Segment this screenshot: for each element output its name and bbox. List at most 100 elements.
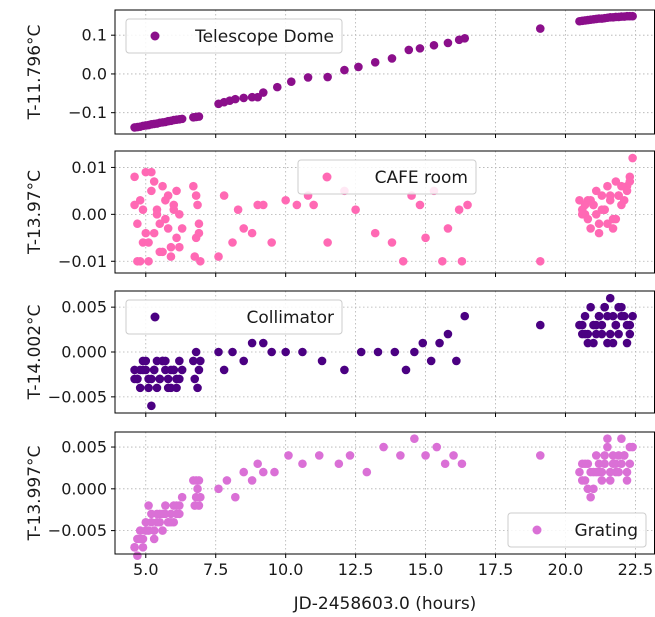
- data-point: [608, 338, 618, 348]
- data-point: [158, 509, 167, 519]
- legend-marker: [150, 312, 160, 322]
- x-tick-label: 20.0: [548, 560, 584, 579]
- data-point: [603, 181, 612, 191]
- x-tick-label: 5.0: [133, 560, 158, 579]
- x-tick-label: 15.0: [408, 560, 444, 579]
- data-point: [149, 365, 159, 375]
- data-point: [334, 459, 344, 469]
- legend: Telescope Dome: [125, 18, 343, 54]
- data-point: [628, 11, 637, 21]
- data-point: [152, 210, 162, 219]
- data-point: [177, 492, 187, 502]
- data-point: [239, 224, 249, 233]
- data-point: [586, 195, 595, 205]
- data-point: [135, 534, 145, 544]
- data-point: [253, 459, 262, 469]
- data-point: [193, 383, 202, 393]
- data-point: [191, 191, 201, 200]
- data-point: [144, 383, 153, 393]
- data-point: [138, 356, 148, 366]
- data-point: [614, 191, 623, 200]
- data-point: [172, 233, 181, 243]
- data-point: [457, 459, 467, 469]
- data-point: [628, 153, 637, 163]
- data-point: [401, 365, 411, 375]
- data-point: [228, 238, 237, 247]
- data-point: [191, 347, 201, 357]
- data-point: [194, 365, 204, 375]
- data-point: [281, 347, 290, 357]
- y-axis-label: T-13.997°C: [25, 446, 45, 542]
- data-point: [443, 38, 453, 48]
- y-tick-label: 0.005: [61, 438, 107, 457]
- data-point: [194, 228, 204, 238]
- data-point: [379, 442, 388, 452]
- data-point: [426, 356, 436, 366]
- data-point: [228, 347, 237, 357]
- data-point: [421, 451, 430, 460]
- data-point: [130, 200, 139, 210]
- data-point: [589, 338, 598, 348]
- data-point: [177, 114, 187, 124]
- data-point: [130, 374, 139, 384]
- data-point: [163, 383, 173, 393]
- data-point: [141, 526, 151, 535]
- data-point: [267, 347, 276, 357]
- x-tick-label: 10.0: [268, 560, 304, 579]
- data-point: [611, 320, 621, 330]
- y-tick-label: 0.000: [61, 479, 107, 498]
- data-point: [189, 356, 198, 366]
- data-point: [231, 94, 240, 104]
- data-point: [580, 329, 590, 339]
- legend: Grating: [507, 512, 647, 548]
- data-point: [239, 356, 249, 366]
- data-point: [452, 356, 461, 366]
- y-tick-label: 0.00: [71, 205, 107, 224]
- data-point: [460, 311, 470, 321]
- data-point: [196, 256, 205, 266]
- data-point: [177, 224, 187, 233]
- data-point: [398, 256, 408, 266]
- data-point: [580, 311, 590, 321]
- data-point: [340, 65, 349, 75]
- data-point: [594, 459, 604, 469]
- data-point: [614, 302, 623, 312]
- data-point: [258, 200, 268, 210]
- data-point: [147, 167, 156, 177]
- data-point: [163, 224, 173, 233]
- data-point: [340, 365, 349, 375]
- data-point: [149, 526, 159, 535]
- data-point: [169, 501, 179, 510]
- data-point: [625, 177, 635, 186]
- y-axis-label: T-13.97°C: [25, 170, 45, 255]
- data-point: [583, 484, 593, 494]
- data-point: [214, 252, 223, 261]
- x-axis-label: JD-2458603.0 (hours): [293, 594, 477, 614]
- data-point: [586, 224, 595, 233]
- data-point: [314, 451, 324, 460]
- data-point: [460, 33, 470, 43]
- legend-label: Collimator: [247, 308, 334, 328]
- data-point: [158, 526, 167, 535]
- data-point: [163, 374, 173, 384]
- y-axis-label: T-11.796°C: [25, 25, 45, 121]
- data-point: [594, 219, 604, 229]
- data-point: [239, 93, 249, 103]
- data-point: [194, 501, 204, 510]
- data-point: [169, 365, 179, 375]
- data-point: [435, 338, 444, 348]
- data-point: [597, 205, 607, 214]
- data-point: [535, 320, 545, 330]
- data-point: [362, 467, 372, 477]
- data-point: [622, 476, 632, 485]
- data-point: [449, 451, 458, 460]
- data-point: [415, 44, 425, 53]
- data-point: [535, 451, 545, 460]
- data-point: [175, 242, 184, 252]
- data-point: [605, 476, 615, 485]
- data-point: [535, 256, 545, 266]
- data-point: [625, 320, 635, 330]
- data-point: [298, 459, 307, 469]
- x-tick-label: 17.5: [478, 560, 514, 579]
- data-point: [597, 467, 607, 477]
